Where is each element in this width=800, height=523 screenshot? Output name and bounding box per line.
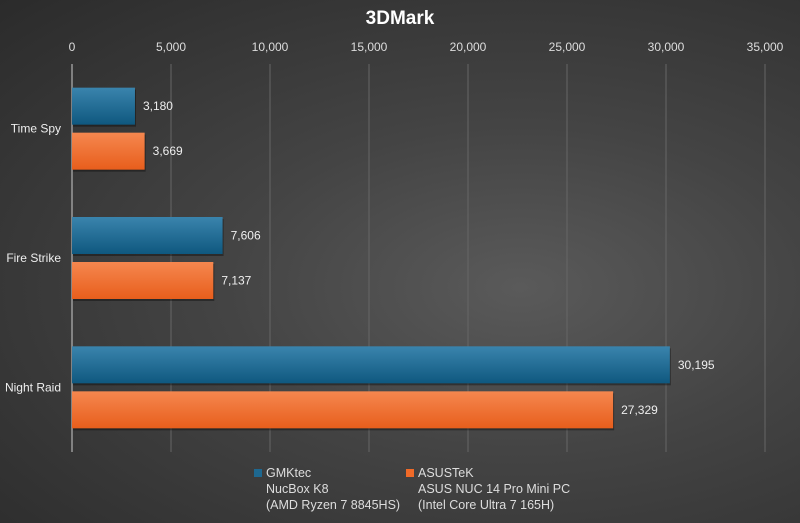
category-label: Night Raid [5, 380, 61, 394]
bar [72, 217, 223, 254]
legend-swatch [406, 469, 414, 477]
legend-label: GMKtec [266, 466, 312, 480]
category-label: Time Spy [11, 122, 61, 136]
bar [72, 262, 214, 299]
legend-swatch [254, 469, 262, 477]
data-label: 3,669 [153, 144, 183, 158]
data-label: 3,180 [143, 99, 173, 113]
legend-label: ASUSTeK [418, 466, 474, 480]
bar [72, 132, 145, 170]
data-label: 7,137 [221, 274, 251, 288]
x-tick-label: 35,000 [747, 40, 784, 54]
legend-label: (Intel Core Ultra 7 165H) [418, 498, 555, 512]
chart-title: 3DMark [365, 8, 435, 29]
legend-label: ASUS NUC 14 Pro Mini PC [418, 482, 571, 496]
x-tick-label: 10,000 [252, 40, 289, 54]
x-tick-label: 5,000 [156, 40, 186, 54]
bar [72, 391, 614, 429]
x-tick-label: 0 [69, 40, 76, 54]
x-tick-label: 15,000 [351, 40, 388, 54]
legend-item-gmktec: GMKtec NucBox K8 (AMD Ryzen 7 8845HS) [254, 465, 400, 513]
bar [72, 346, 670, 384]
legend-label: (AMD Ryzen 7 8845HS) [266, 498, 401, 512]
data-label: 7,606 [231, 229, 261, 243]
data-label: 27,329 [621, 403, 658, 417]
bar [72, 87, 135, 125]
legend-item-asustek: ASUSTeK ASUS NUC 14 Pro Mini PC (Intel C… [406, 465, 570, 513]
x-tick-label: 30,000 [648, 40, 685, 54]
legend-label: NucBox K8 [266, 482, 329, 496]
data-label: 30,195 [678, 358, 715, 372]
category-label: Fire Strike [6, 251, 61, 265]
x-tick-label: 20,000 [450, 40, 487, 54]
x-tick-label: 25,000 [549, 40, 586, 54]
